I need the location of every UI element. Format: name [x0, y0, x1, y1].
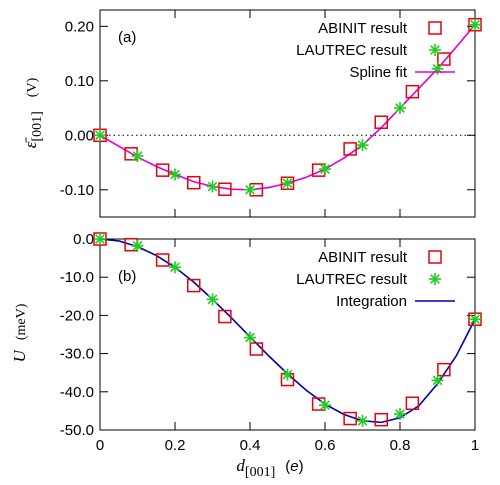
data-point	[437, 362, 451, 377]
data-point	[206, 180, 219, 193]
data-point	[218, 182, 232, 196]
legend-label: Integration	[336, 293, 407, 310]
data-point	[169, 261, 181, 274]
x-axis-subscript: [001]	[245, 465, 275, 480]
panel-b-y-unit: (meV)	[14, 303, 29, 340]
data-point	[374, 412, 388, 427]
panel-b: 0.0 -10.0 -20.0 -30.0 -40.0 -50.00 0.2 0.4 0.6 0.…	[10, 231, 482, 480]
y-tick-label: -50.0	[60, 422, 94, 439]
panel-a-frame	[99, 9, 476, 218]
panel-a-label: (a)	[118, 29, 136, 46]
legend-swatch	[428, 21, 442, 35]
data-point	[356, 139, 369, 152]
panel-a-y-axis-label: ε̄[001] (V)	[21, 77, 45, 148]
x-tick-label: 0.4	[240, 437, 261, 454]
data-point	[249, 342, 264, 356]
legend-label: LAUTREC result	[296, 42, 408, 59]
data-point	[405, 396, 420, 411]
panel-b-label: (b)	[118, 268, 136, 285]
legend-label: Spline fit	[349, 64, 407, 81]
legend-label: ABINIT result	[318, 20, 408, 37]
data-point	[431, 62, 444, 75]
data-point	[343, 411, 357, 426]
x-axis-unit-open: (	[285, 458, 290, 475]
data-point	[437, 52, 451, 66]
y-tick-label: 0.00	[65, 127, 94, 144]
panel-a-y-subscript: [001]	[30, 111, 45, 141]
data-point	[131, 239, 144, 252]
data-point	[206, 293, 219, 306]
y-tick-label: -40.0	[60, 384, 94, 401]
data-point	[187, 278, 201, 293]
x-tick-label: 0.8	[390, 437, 411, 454]
data-point	[187, 175, 201, 190]
x-tick-label: 0	[96, 437, 104, 454]
y-tick-label: 0.0	[73, 231, 94, 248]
legend-swatch	[428, 250, 442, 264]
legend-label: ABINIT result	[318, 249, 408, 266]
data-point	[155, 253, 170, 267]
data-point	[131, 149, 144, 162]
y-tick-label: 0.20	[65, 18, 94, 35]
data-point	[281, 368, 294, 381]
svg-text:d[001](e): d[001] (e)	[236, 456, 303, 480]
data-point	[394, 102, 406, 115]
data-point	[394, 407, 406, 420]
data-point	[343, 142, 357, 156]
panel-a: 0.20 0.10 0.00 -0.10 (a) ABINIT result LAUTR…	[21, 9, 482, 218]
data-point	[374, 115, 388, 129]
x-axis-symbol: d	[236, 456, 245, 475]
x-tick-label: 1	[471, 437, 479, 454]
panel-b-frame	[99, 238, 476, 431]
panel-a-y-symbol: ε̄	[21, 137, 40, 149]
legend-swatch	[429, 44, 441, 56]
data-point	[405, 84, 420, 99]
data-point	[356, 414, 369, 427]
data-point	[94, 129, 106, 142]
y-tick-label: -20.0	[60, 307, 94, 324]
data-point	[469, 18, 481, 31]
data-point	[469, 313, 481, 326]
x-axis-unit-symbol: e	[290, 458, 298, 475]
y-tick-label: -0.10	[60, 182, 94, 199]
data-point	[169, 168, 181, 181]
x-tick-label: 0.6	[315, 437, 336, 454]
data-point	[244, 183, 256, 196]
data-point	[319, 399, 331, 412]
legend-label: LAUTREC result	[296, 271, 408, 288]
y-tick-label: -30.0	[60, 346, 94, 363]
data-point	[431, 374, 444, 387]
x-axis-unit-close: )	[299, 458, 304, 475]
panel-b-y-axis-label: U (meV)	[10, 303, 29, 362]
legend-swatch	[429, 273, 441, 285]
data-point	[155, 163, 170, 177]
x-axis-label: d[001] (e)	[236, 456, 303, 480]
data-point	[319, 163, 331, 176]
data-point	[94, 233, 106, 245]
data-point	[281, 177, 294, 190]
x-tick-label: 0.2	[165, 437, 186, 454]
y-tick-label: 0.10	[65, 73, 94, 90]
data-point	[244, 331, 256, 344]
data-point	[218, 309, 232, 324]
svg-text:U(meV): U (meV)	[10, 303, 29, 362]
y-tick-label: -10.0	[60, 269, 94, 286]
panel-b-y-symbol: U	[10, 348, 29, 362]
panel-a-y-unit: (V)	[25, 77, 40, 97]
svg-text:ε̄[001](V): ε̄[001] (V)	[21, 77, 45, 148]
